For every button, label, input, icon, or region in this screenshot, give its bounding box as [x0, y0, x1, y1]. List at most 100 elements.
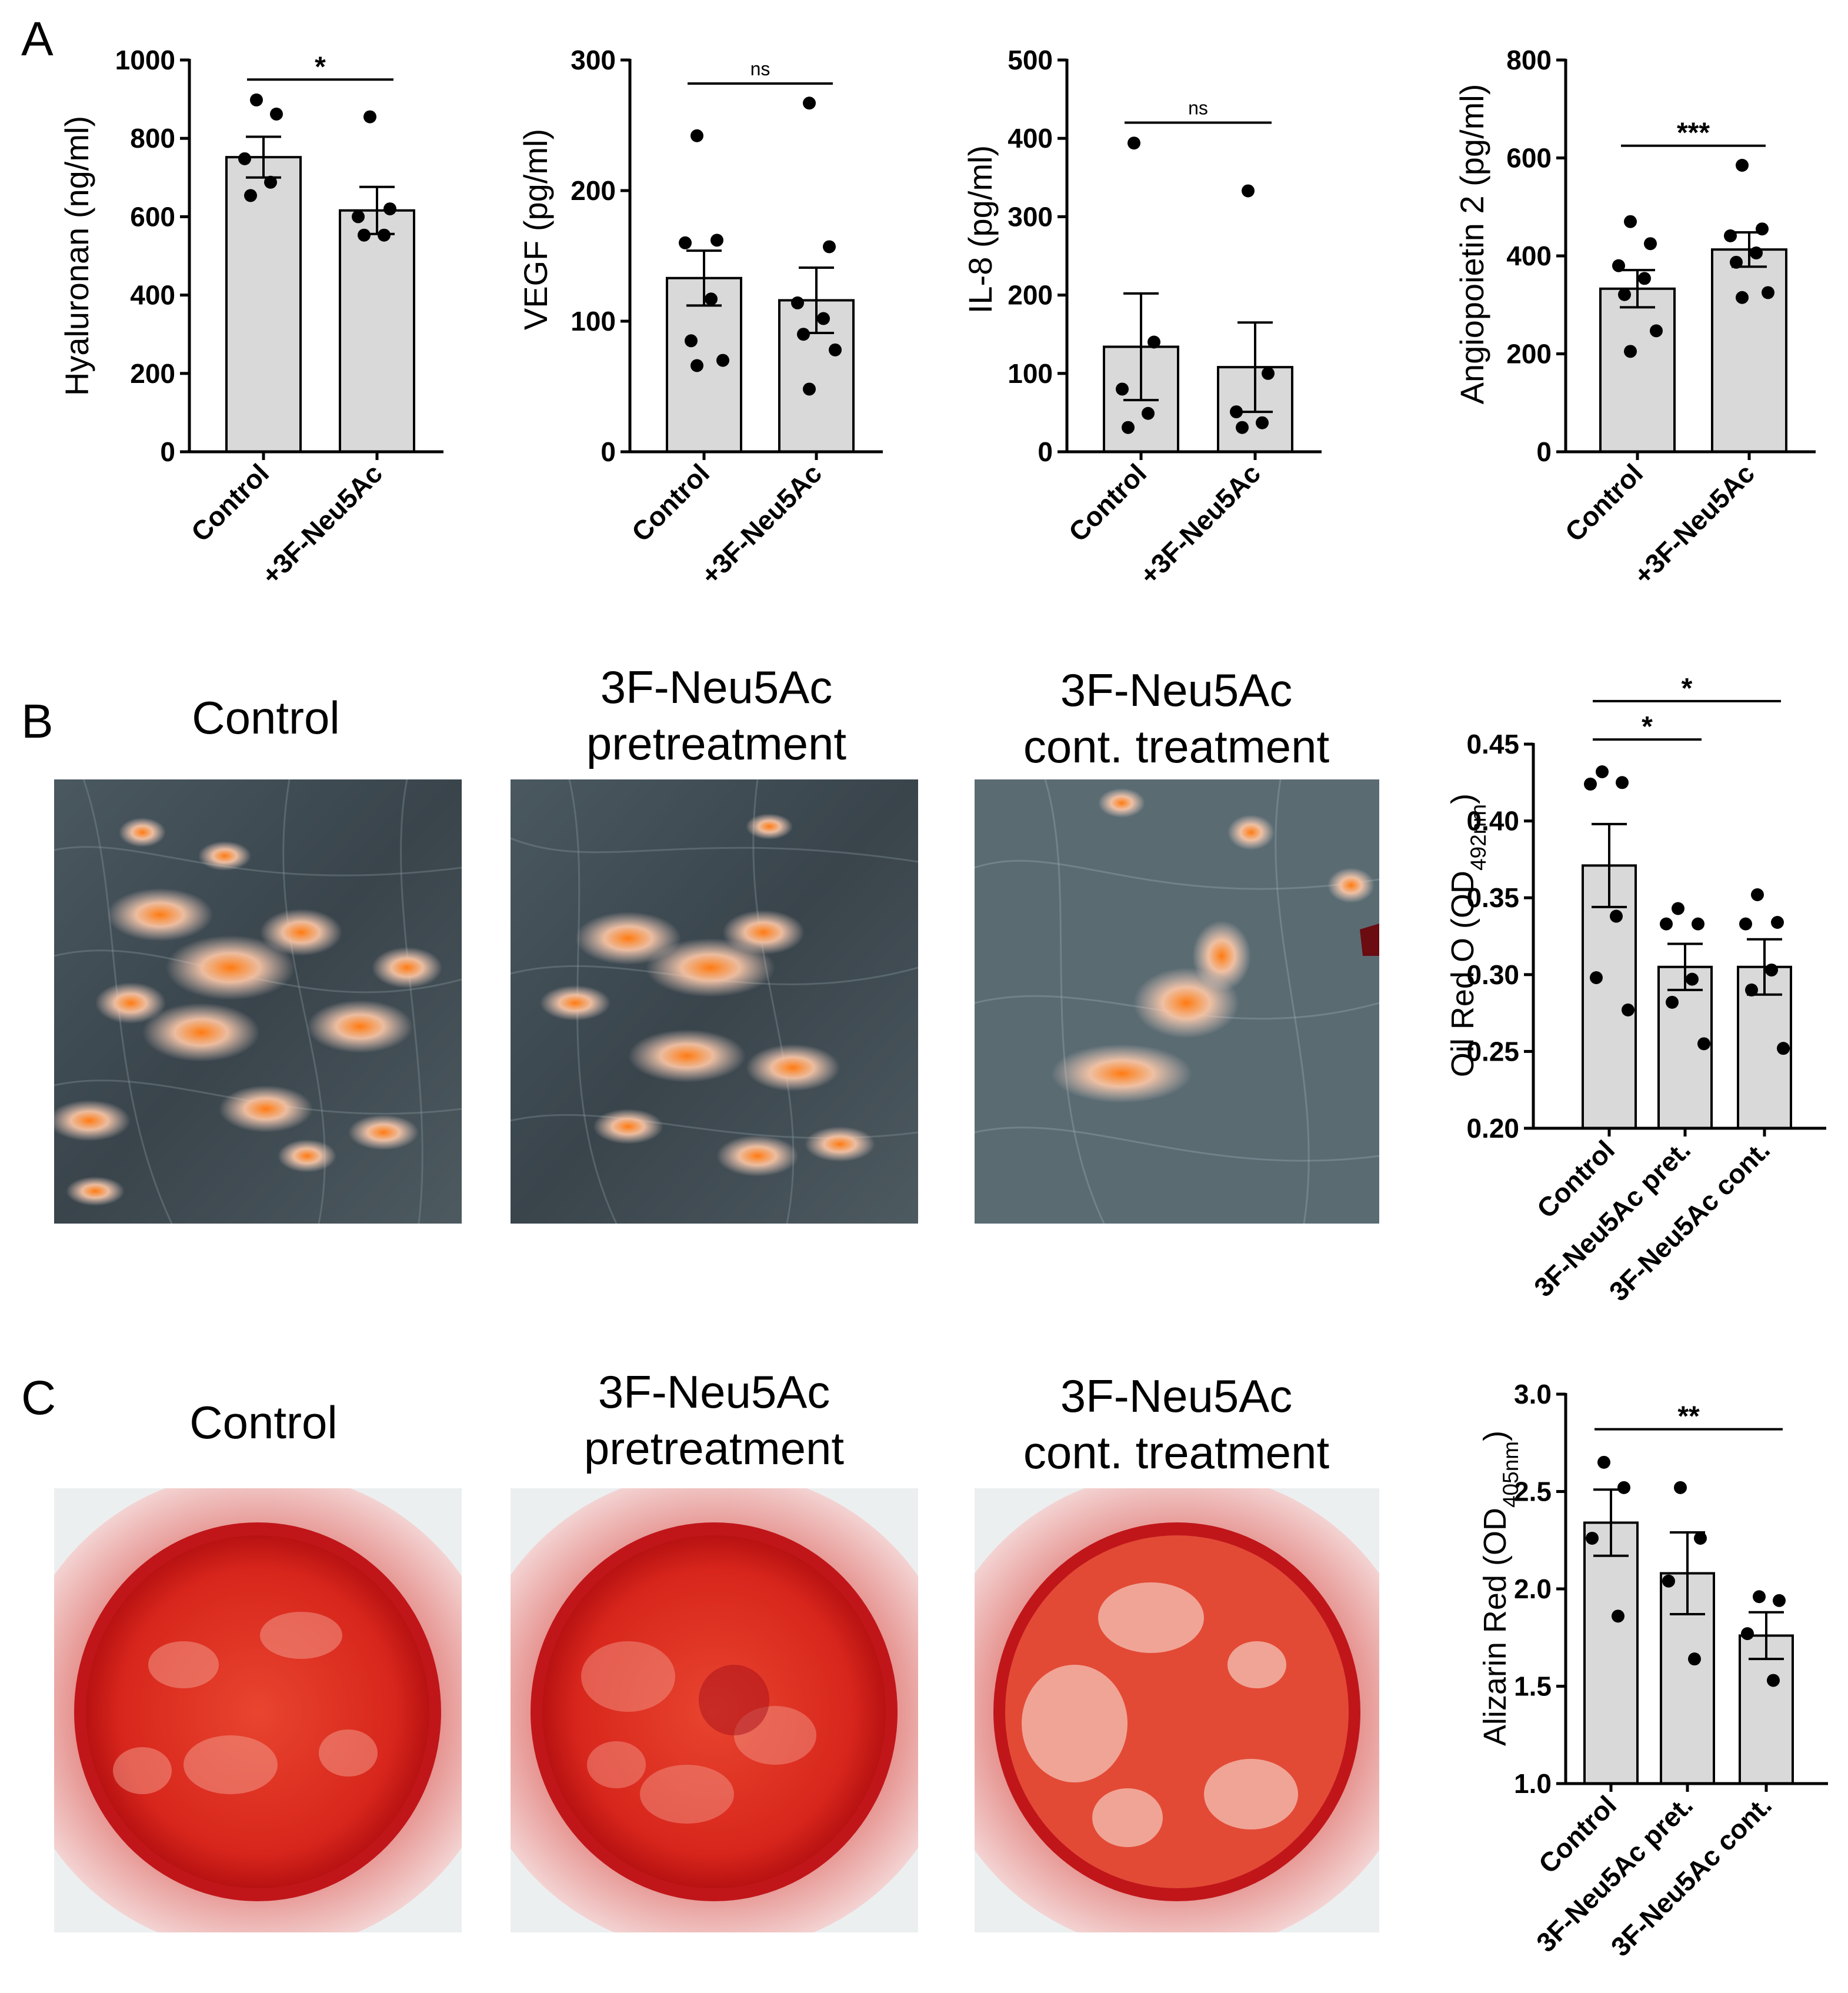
y-tick-label: 0.20 [1466, 1113, 1519, 1144]
y-tick-label: 1000 [115, 45, 175, 75]
data-point [803, 96, 816, 110]
data-point [1622, 1003, 1634, 1017]
data-point [1256, 416, 1269, 429]
y-tick-label: 1.0 [1514, 1768, 1552, 1799]
x-tick-label: Control [185, 458, 275, 547]
data-point [1617, 1481, 1630, 1494]
y-tick-label: 400 [1506, 241, 1552, 271]
data-point [250, 93, 263, 106]
y-axis-label: Hyaluronan (ng/ml) [58, 116, 95, 396]
panel-letter-b: B [21, 695, 54, 748]
data-point [685, 334, 698, 348]
photo-alizarin-dish-control [54, 1488, 462, 1932]
data-point [1662, 1574, 1675, 1588]
significance-label: * [1682, 673, 1693, 704]
y-tick-label: 0 [1536, 436, 1552, 467]
data-point [1122, 421, 1135, 434]
data-point [1697, 1037, 1710, 1051]
data-point [1750, 246, 1763, 260]
data-point [1612, 1609, 1624, 1623]
y-tick-label: 0 [160, 436, 175, 467]
data-point [1739, 917, 1752, 931]
data-point [710, 234, 723, 247]
y-tick-label: 100 [571, 306, 616, 336]
data-point [270, 107, 283, 121]
y-tick-label: 400 [1008, 123, 1053, 154]
y-axis-label: VEGF (pg/ml) [517, 129, 554, 330]
data-point [1773, 1594, 1786, 1607]
data-point [1672, 902, 1684, 915]
x-tick-label: +3F-Neu5Ac [695, 458, 828, 591]
data-point [1116, 382, 1129, 396]
chart-a1: 0 200 400 600 800 1000 Control+3F-Neu5Ac Hyalur… [58, 45, 443, 591]
data-point [1692, 917, 1704, 931]
y-tick-label: 0.25 [1466, 1036, 1519, 1067]
y-tick-label: 0 [1038, 436, 1053, 467]
y-tick-label: 1.5 [1514, 1671, 1552, 1702]
panel-letter-a: A [21, 12, 54, 66]
bar [778, 299, 855, 453]
photo-alizarin-dish-pretreatment [511, 1488, 918, 1932]
significance-label: ns [750, 58, 770, 79]
y-tick-label: 200 [571, 175, 616, 206]
significance-label: * [315, 51, 326, 82]
data-point [1751, 888, 1764, 901]
bar [225, 156, 302, 453]
y-tick-label: 800 [130, 123, 175, 154]
x-tick-label: +3F-Neu5Ac [255, 458, 388, 591]
y-tick-label: 0.30 [1466, 959, 1519, 990]
data-point [1762, 286, 1774, 299]
data-point [1624, 215, 1637, 228]
data-point [1597, 1455, 1610, 1469]
x-tick-label: Control [626, 458, 715, 547]
data-point [691, 129, 703, 142]
y-tick-label: 3.0 [1514, 1379, 1552, 1409]
data-point [1618, 288, 1631, 301]
data-point [1724, 229, 1737, 242]
significance-label: ns [1188, 98, 1208, 119]
significance-label: ** [1677, 1401, 1700, 1432]
significance-label: *** [1677, 118, 1710, 149]
y-axis-label: Angiopoietin 2 (pg/ml) [1453, 84, 1490, 405]
y-tick-label: 0.45 [1466, 729, 1519, 759]
data-point [1686, 972, 1699, 986]
data-point [1644, 237, 1657, 251]
data-point [1660, 917, 1673, 931]
data-point [791, 296, 804, 309]
y-tick-label: 600 [1506, 143, 1552, 174]
y-tick-label: 200 [1506, 339, 1552, 369]
data-point [1616, 776, 1629, 789]
data-point [1765, 963, 1778, 976]
data-point [1586, 1531, 1599, 1545]
data-point [1624, 345, 1637, 358]
x-tick-label: +3F-Neu5Ac [1627, 458, 1760, 591]
data-point [1584, 777, 1597, 791]
data-point [358, 228, 371, 242]
chart-a2: 0 100 200 300 Control+3F-Neu5Ac VEGF (pg/ml) n… [517, 45, 883, 591]
data-point [1745, 983, 1758, 997]
micrograph-oil-red-pretreatment [511, 779, 918, 1224]
y-tick-label: 200 [1008, 280, 1053, 311]
y-tick-label: 500 [1008, 45, 1053, 75]
data-point [1242, 184, 1255, 198]
y-tick-label: 0.40 [1466, 806, 1519, 836]
y-tick-label: 0 [601, 436, 616, 467]
data-point [363, 110, 376, 124]
data-point [691, 359, 703, 372]
data-point [1230, 405, 1243, 419]
bar [339, 209, 415, 453]
data-point [1736, 158, 1749, 172]
y-axis-label: Oil Red O (OD492nm) [1445, 794, 1490, 1077]
data-point [378, 228, 391, 242]
data-point [1650, 324, 1663, 338]
y-tick-label: 2.5 [1514, 1477, 1552, 1507]
x-tick-label: +3F-Neu5Ac [1133, 458, 1266, 591]
data-point [1262, 366, 1275, 380]
chart-b: 0.200.250.300.350.400.45Control3F-Neu5Ac… [1445, 673, 1826, 1307]
bar [1599, 287, 1676, 453]
data-point [1666, 995, 1679, 1009]
data-point [1612, 259, 1625, 272]
data-point [1741, 1627, 1754, 1641]
y-tick-label: 300 [1008, 201, 1053, 232]
